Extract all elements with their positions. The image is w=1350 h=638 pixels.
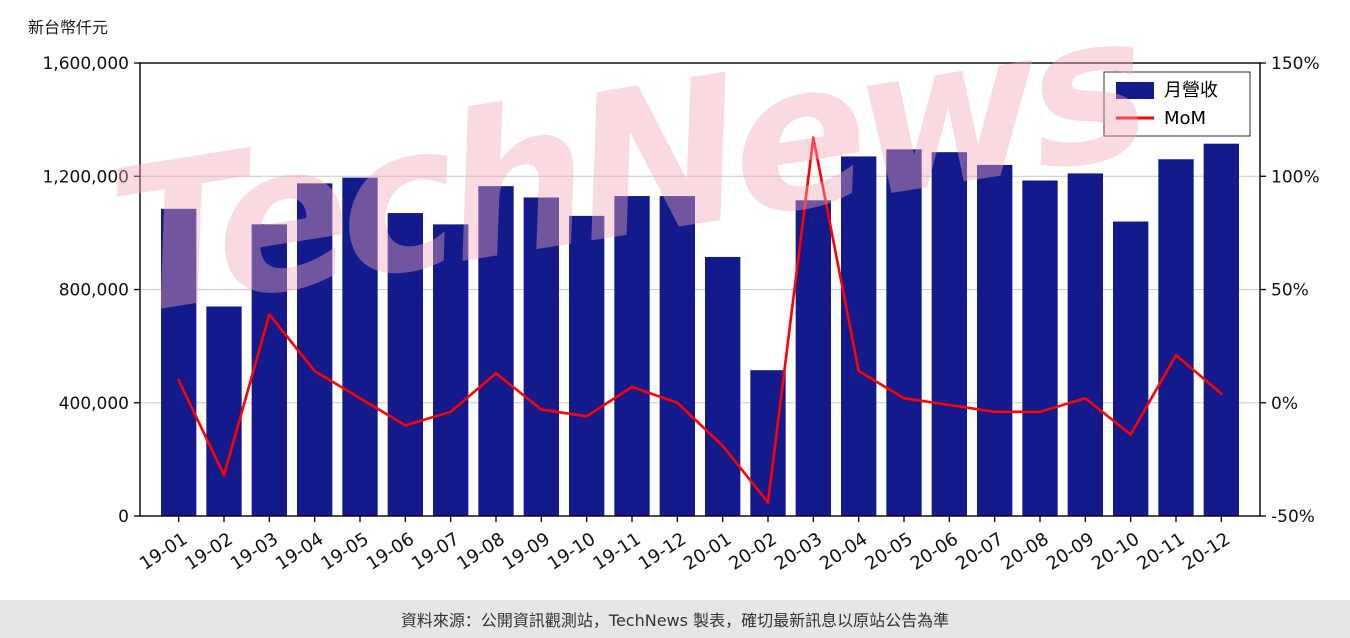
svg-text:20-06: 20-06 (907, 529, 962, 575)
svg-text:20-12: 20-12 (1179, 529, 1234, 575)
revenue-chart: 0 400,000 800,000 1,200,000 1,600,000 -50% 0% 5… (42, 54, 1320, 575)
svg-text:20-01: 20-01 (680, 529, 735, 575)
svg-text:19-08: 19-08 (453, 529, 508, 575)
svg-text:19-02: 19-02 (181, 529, 236, 575)
svg-text:19-05: 19-05 (317, 529, 372, 575)
svg-text:1,600,000: 1,600,000 (42, 54, 129, 74)
svg-text:19-12: 19-12 (635, 529, 690, 575)
svg-text:MoM: MoM (1164, 108, 1206, 129)
svg-text:0%: 0% (1271, 394, 1298, 414)
svg-text:-50%: -50% (1271, 507, 1315, 527)
svg-text:19-11: 19-11 (589, 529, 644, 575)
svg-text:20-11: 20-11 (1133, 529, 1188, 575)
svg-text:20-07: 20-07 (952, 529, 1007, 575)
svg-text:20-03: 20-03 (771, 529, 826, 575)
svg-text:400,000: 400,000 (59, 394, 129, 414)
svg-text:0: 0 (118, 507, 129, 527)
svg-text:19-01: 19-01 (136, 529, 191, 575)
svg-text:50%: 50% (1271, 281, 1309, 301)
svg-text:19-10: 19-10 (544, 529, 599, 575)
svg-text:20-05: 20-05 (861, 529, 916, 575)
left-axis-title: 新台幣仟元 (28, 18, 109, 37)
svg-text:1,200,000: 1,200,000 (42, 167, 129, 187)
svg-text:19-03: 19-03 (227, 529, 282, 575)
svg-text:20-09: 20-09 (1043, 529, 1098, 575)
svg-text:月營收: 月營收 (1164, 80, 1218, 101)
svg-text:100%: 100% (1271, 167, 1320, 187)
svg-text:800,000: 800,000 (59, 281, 129, 301)
source-footer: 資料來源：公開資訊觀測站，TechNews 製表，確切最新訊息以原站公告為準 (0, 600, 1350, 638)
svg-text:19-06: 19-06 (363, 529, 418, 575)
svg-text:20-10: 20-10 (1088, 529, 1143, 575)
svg-text:19-04: 19-04 (272, 529, 327, 575)
svg-text:150%: 150% (1271, 54, 1320, 74)
svg-text:19-07: 19-07 (408, 529, 463, 575)
svg-text:20-08: 20-08 (997, 529, 1052, 575)
svg-text:20-04: 20-04 (816, 529, 871, 575)
svg-text:19-09: 19-09 (499, 529, 554, 575)
svg-text:20-02: 20-02 (725, 529, 780, 575)
